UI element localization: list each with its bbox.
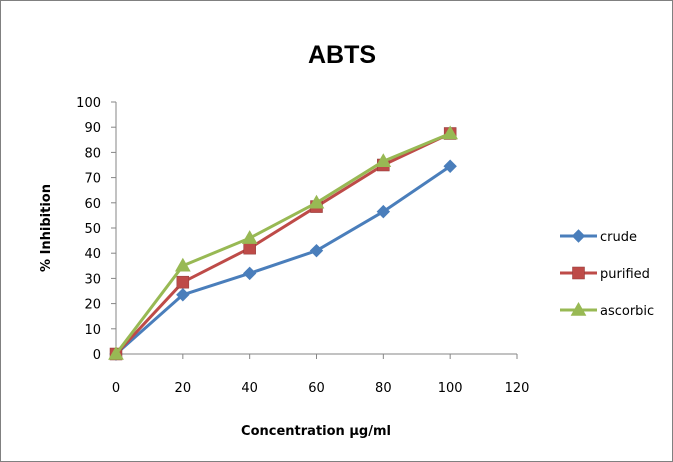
- ascorbic-point: [442, 125, 459, 140]
- legend-item-ascorbic: ascorbic: [560, 301, 654, 319]
- series-layer: [108, 125, 459, 361]
- chart-title: ABTS: [308, 41, 376, 69]
- y-tick-label: 30: [84, 272, 101, 287]
- ascorbic-point: [375, 153, 392, 167]
- x-tick-label: 60: [308, 381, 325, 396]
- ascorbic-point: [174, 257, 191, 272]
- legend-swatch-marker: [572, 266, 585, 280]
- crude-point: [443, 159, 457, 173]
- legend-swatch-marker: [570, 301, 587, 316]
- y-tick-label: 60: [84, 197, 101, 212]
- crude-point: [309, 243, 324, 258]
- x-tick-label: 40: [241, 381, 258, 396]
- legend-label: ascorbic: [600, 304, 654, 319]
- legend-label: purified: [600, 267, 650, 282]
- y-tick-label: 50: [84, 222, 101, 237]
- ascorbic-point: [108, 345, 124, 360]
- crude-point: [176, 288, 190, 302]
- y-tick-label: 80: [84, 146, 101, 161]
- crude-point: [376, 204, 391, 219]
- purified-point: [176, 275, 190, 289]
- ascorbic-point: [308, 194, 325, 209]
- legend-swatch-marker: [571, 229, 586, 243]
- y-tick-label: 100: [76, 96, 101, 111]
- y-axis-title: % Inhibition: [39, 184, 54, 272]
- x-tick-label: 80: [375, 381, 392, 396]
- ascorbic-point: [241, 230, 258, 244]
- legend-item-purified: purified: [560, 266, 650, 282]
- x-tick-label: 0: [112, 381, 120, 396]
- axes: 0 10 20 30 40 50 60 70 80 90 100 0 20 40 60 80 100 120: [76, 96, 529, 396]
- ascorbic-line: [114, 132, 451, 355]
- series-purified: [109, 127, 457, 361]
- y-tick-label: 70: [84, 172, 101, 187]
- x-tick-label: 120: [505, 381, 530, 396]
- x-tick-label: 100: [438, 381, 463, 396]
- legend-label: crude: [600, 230, 637, 245]
- y-tick-label: 10: [84, 323, 101, 338]
- y-tick-label: 0: [93, 348, 101, 363]
- legend: crude purified ascorbic: [560, 229, 654, 319]
- x-tick-label: 20: [175, 381, 192, 396]
- y-tick-label: 90: [84, 121, 101, 136]
- series-ascorbic: [108, 125, 459, 360]
- x-axis-title: Concentration µg/ml: [241, 424, 391, 439]
- crude-point: [242, 266, 257, 281]
- y-tick-label: 40: [84, 247, 101, 262]
- series-crude: [109, 159, 457, 361]
- purified-line: [114, 132, 451, 356]
- purified-point: [243, 241, 256, 255]
- legend-item-crude: crude: [560, 229, 637, 245]
- y-tick-label: 20: [84, 298, 101, 313]
- crude-line: [115, 165, 452, 356]
